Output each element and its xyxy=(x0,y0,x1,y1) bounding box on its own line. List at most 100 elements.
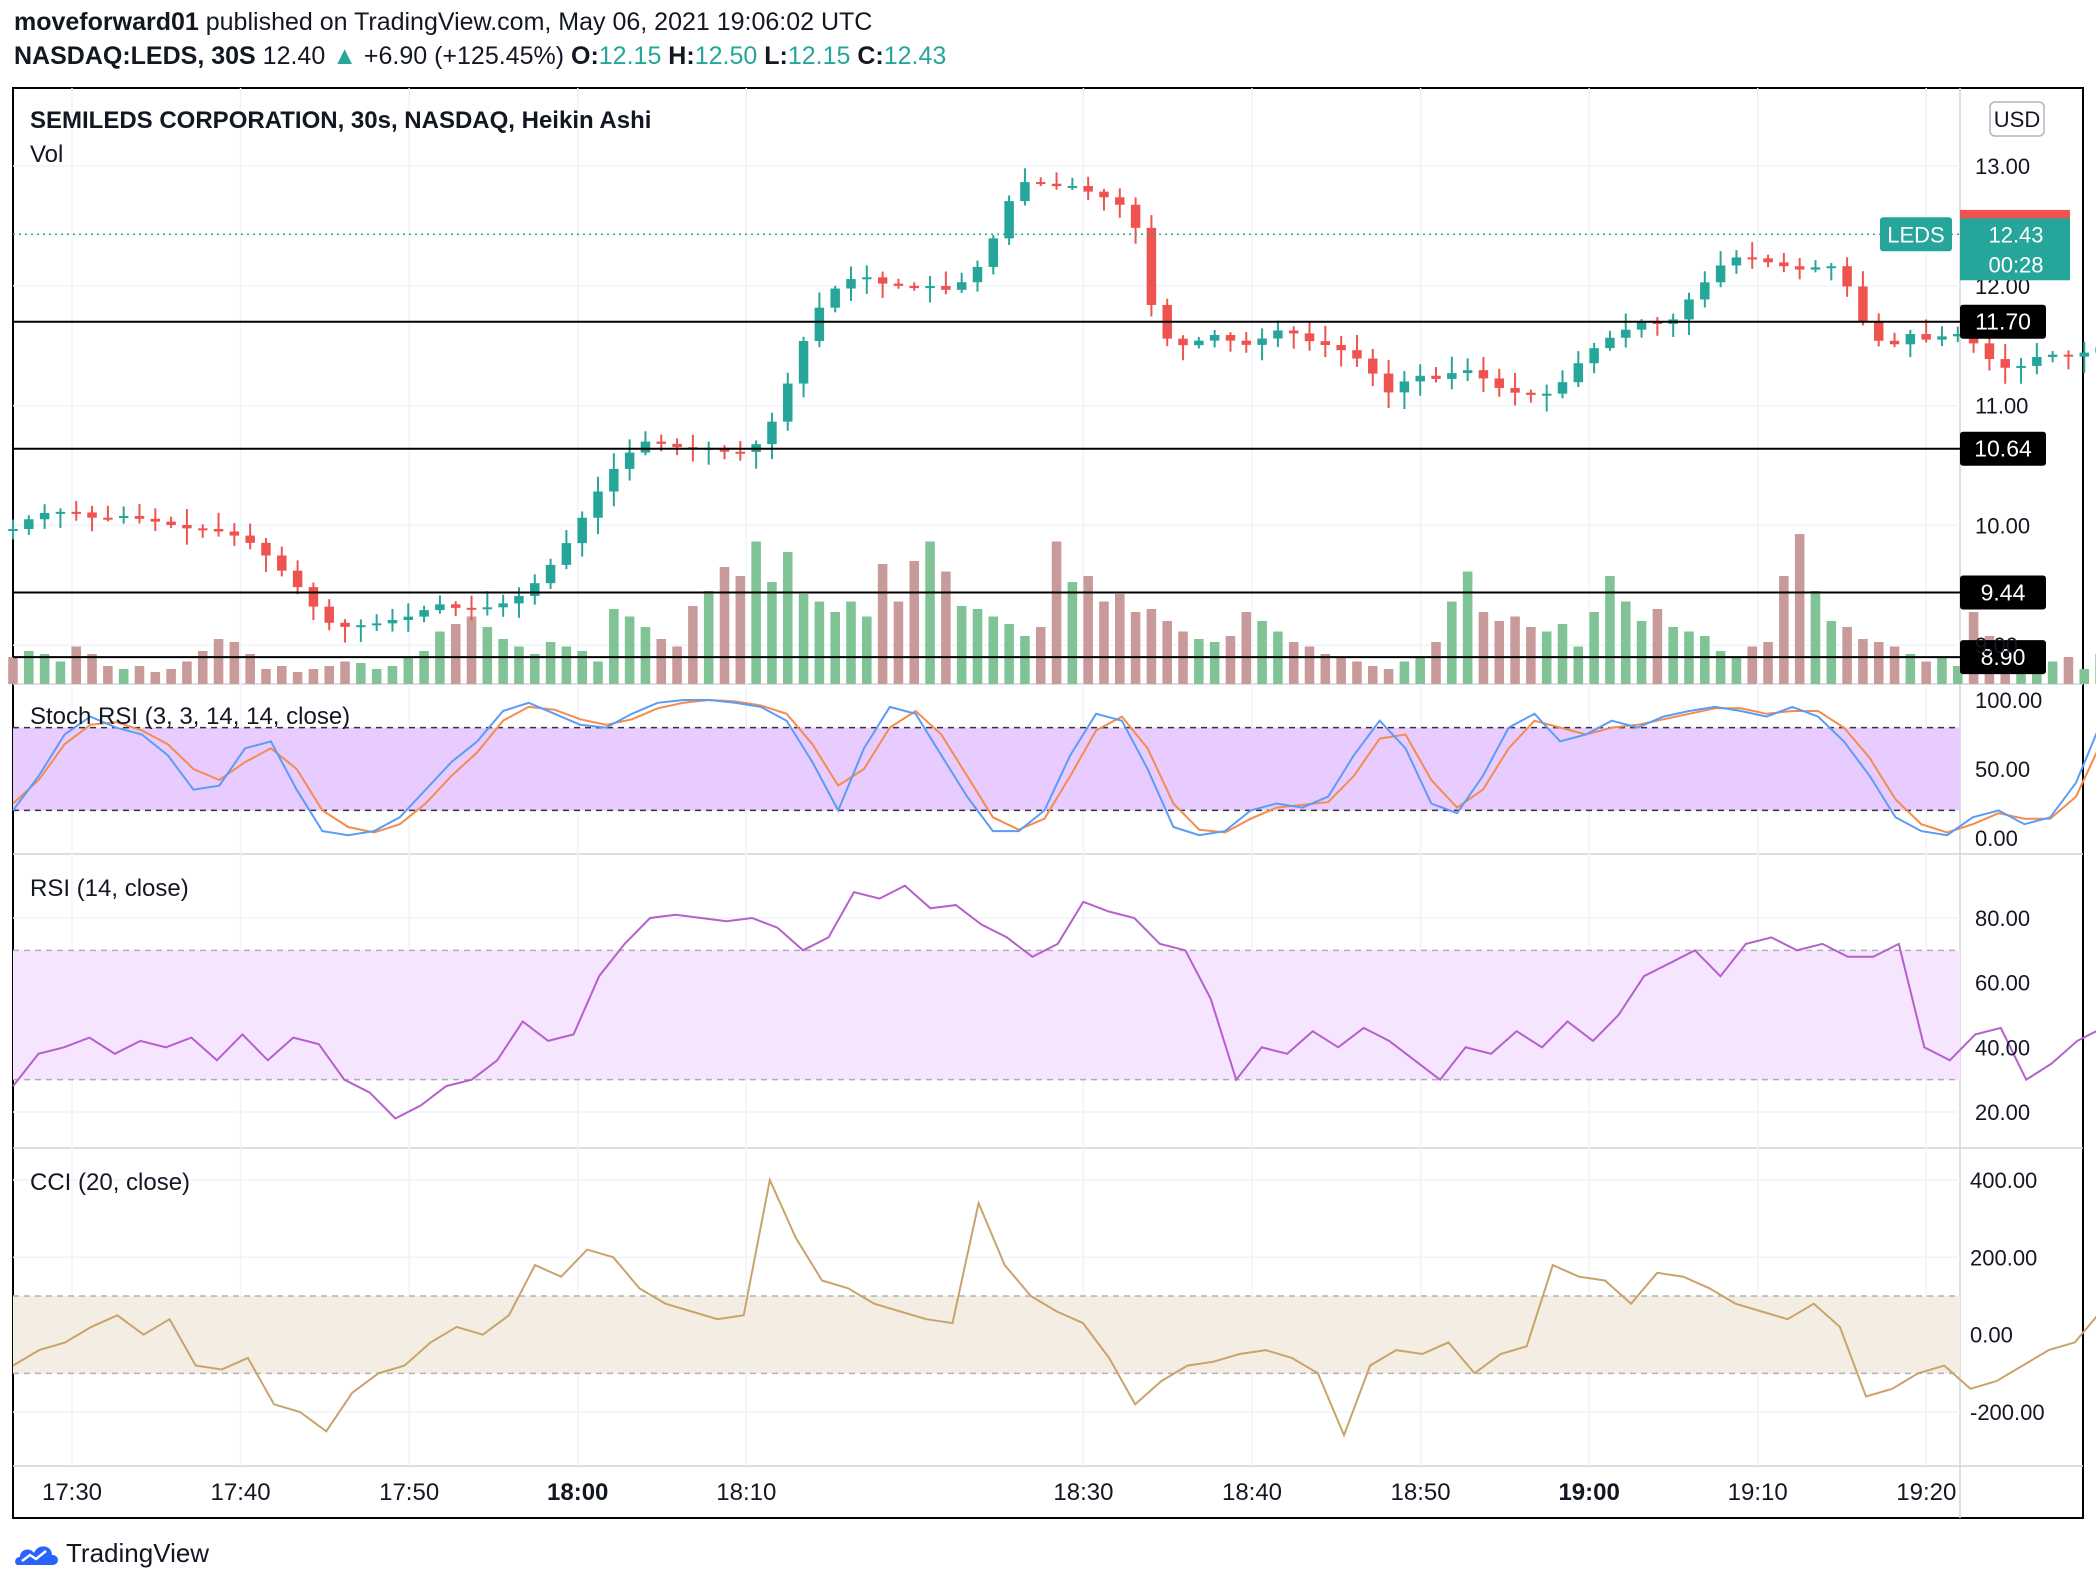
candle-body[interactable] xyxy=(1573,363,1584,383)
candle-body[interactable] xyxy=(530,583,540,596)
candle-body[interactable] xyxy=(1178,338,1188,346)
candle-body[interactable] xyxy=(1320,341,1331,345)
candle-body[interactable] xyxy=(292,570,303,588)
candle-body[interactable] xyxy=(87,512,97,518)
candle-body[interactable] xyxy=(672,443,682,448)
candle-body[interactable] xyxy=(1099,191,1109,198)
candle-body[interactable] xyxy=(308,587,319,607)
candle-body[interactable] xyxy=(830,288,840,308)
candle-body[interactable] xyxy=(1399,381,1410,393)
candle-body[interactable] xyxy=(1921,334,1931,340)
candle-body[interactable] xyxy=(783,383,793,422)
tradingview-footer[interactable]: TradingView xyxy=(14,1538,209,1569)
candle-body[interactable] xyxy=(1621,329,1631,338)
candle-body[interactable] xyxy=(846,279,856,289)
candle-body[interactable] xyxy=(356,625,366,628)
candle-body[interactable] xyxy=(1779,262,1789,267)
candle-body[interactable] xyxy=(1225,335,1236,341)
candle-body[interactable] xyxy=(767,421,777,445)
candle-body[interactable] xyxy=(798,340,809,384)
candle-body[interactable] xyxy=(387,620,398,624)
candle-body[interactable] xyxy=(577,517,587,544)
candle-body[interactable] xyxy=(640,441,651,453)
candle-body[interactable] xyxy=(2079,352,2090,357)
candle-body[interactable] xyxy=(1526,392,1536,395)
candle-body[interactable] xyxy=(1304,333,1315,342)
candle-body[interactable] xyxy=(561,543,572,565)
candle-body[interactable] xyxy=(593,491,603,518)
candle-body[interactable] xyxy=(1684,299,1694,320)
candle-body[interactable] xyxy=(8,528,18,531)
candle-body[interactable] xyxy=(245,535,255,543)
candle-body[interactable] xyxy=(1447,373,1457,379)
candle-body[interactable] xyxy=(2047,354,2058,357)
candle-body[interactable] xyxy=(213,528,224,532)
candle-body[interactable] xyxy=(182,524,192,529)
candle-body[interactable] xyxy=(1794,266,1805,270)
candle-body[interactable] xyxy=(1288,330,1299,334)
candle-body[interactable] xyxy=(1368,358,1378,374)
candle-body[interactable] xyxy=(609,468,619,492)
candle-body[interactable] xyxy=(1810,267,1821,270)
candle-body[interactable] xyxy=(1589,348,1599,364)
candle-body[interactable] xyxy=(1336,344,1346,351)
candle-body[interactable] xyxy=(1383,373,1394,393)
currency-button[interactable] xyxy=(1989,101,2045,137)
candle-body[interactable] xyxy=(340,622,350,627)
candle-body[interactable] xyxy=(624,452,635,469)
candle-body[interactable] xyxy=(55,511,66,514)
candle-body[interactable] xyxy=(118,516,129,519)
candle-body[interactable] xyxy=(719,447,730,452)
candle-body[interactable] xyxy=(1462,370,1473,374)
candle-body[interactable] xyxy=(2063,354,2074,357)
candle-body[interactable] xyxy=(1146,227,1157,305)
candle-body[interactable] xyxy=(277,555,287,571)
candle-body[interactable] xyxy=(814,307,825,341)
candle-body[interactable] xyxy=(1953,334,1963,337)
candle-body[interactable] xyxy=(1241,340,1252,345)
candle-body[interactable] xyxy=(2032,356,2042,366)
candle-body[interactable] xyxy=(1541,393,1552,396)
candle-body[interactable] xyxy=(1257,338,1267,345)
candle-body[interactable] xyxy=(1715,265,1726,283)
candle-body[interactable] xyxy=(1067,186,1078,189)
horizontal-lines[interactable]: 11.70 10.64 9.44 8.90 xyxy=(13,304,2046,675)
candle-body[interactable] xyxy=(1652,322,1663,325)
candle-body[interactable] xyxy=(909,285,919,289)
candle-body[interactable] xyxy=(324,606,334,623)
candle-body[interactable] xyxy=(1905,334,1916,345)
candle-body[interactable] xyxy=(1020,182,1030,202)
candle-body[interactable] xyxy=(1700,282,1710,300)
candle-body[interactable] xyxy=(941,286,951,290)
candle-body[interactable] xyxy=(877,277,888,284)
candle-body[interactable] xyxy=(229,531,240,536)
candle-body[interactable] xyxy=(1083,186,1093,192)
candle-body[interactable] xyxy=(1431,375,1441,379)
candle-body[interactable] xyxy=(1494,378,1505,389)
candle-body[interactable] xyxy=(1478,370,1489,379)
candle-body[interactable] xyxy=(482,607,493,610)
candle-body[interactable] xyxy=(1510,388,1520,393)
candle-body[interactable] xyxy=(972,266,983,283)
candle-body[interactable] xyxy=(545,564,556,584)
candle-body[interactable] xyxy=(735,451,746,454)
candle-body[interactable] xyxy=(514,595,524,604)
candle-body[interactable] xyxy=(893,283,904,286)
candle-body[interactable] xyxy=(1889,340,1900,345)
candle-body[interactable] xyxy=(1194,340,1204,346)
candle-body[interactable] xyxy=(925,286,935,289)
candle-body[interactable] xyxy=(1415,375,1425,382)
candle-body[interactable] xyxy=(1605,337,1615,349)
candle-body[interactable] xyxy=(498,603,508,608)
candle-body[interactable] xyxy=(261,542,271,556)
candle-body[interactable] xyxy=(1273,330,1283,339)
candle-body[interactable] xyxy=(2000,359,2010,368)
candle-body[interactable] xyxy=(1636,322,1647,330)
candle-body[interactable] xyxy=(1035,182,1046,185)
candle-body[interactable] xyxy=(1115,197,1125,205)
candle-body[interactable] xyxy=(1826,266,1837,269)
candle-body[interactable] xyxy=(1557,382,1568,394)
candle-body[interactable] xyxy=(150,518,161,522)
candle-body[interactable] xyxy=(419,610,429,617)
